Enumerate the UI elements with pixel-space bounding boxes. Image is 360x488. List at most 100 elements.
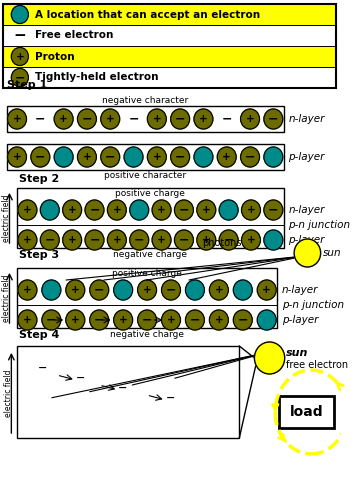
Text: electric field: electric field (2, 274, 11, 322)
Text: electric field: electric field (2, 194, 11, 242)
Text: p-n junction: p-n junction (282, 300, 344, 310)
Circle shape (77, 109, 96, 129)
Text: +: + (119, 315, 127, 325)
Circle shape (107, 200, 126, 220)
Text: +: + (247, 235, 255, 245)
Circle shape (85, 230, 104, 250)
Circle shape (114, 280, 132, 300)
Circle shape (257, 310, 276, 330)
Circle shape (210, 310, 228, 330)
Circle shape (18, 310, 37, 330)
Text: negative charge: negative charge (110, 330, 184, 339)
Text: A location that can accept an electron: A location that can accept an electron (35, 9, 260, 20)
Text: −: − (224, 233, 234, 246)
Text: −: − (45, 233, 55, 246)
Text: Step 3: Step 3 (19, 250, 59, 260)
Circle shape (197, 230, 216, 250)
Text: +: + (157, 235, 166, 245)
Circle shape (264, 230, 283, 250)
Text: +: + (157, 205, 166, 215)
Circle shape (185, 310, 204, 330)
Text: −: − (179, 203, 189, 217)
Circle shape (107, 230, 126, 250)
Text: −: − (175, 150, 185, 163)
Circle shape (63, 230, 82, 250)
Text: Tightly-held electron: Tightly-held electron (35, 73, 158, 82)
Bar (6, 106, 284, 132)
Text: −: − (89, 233, 100, 246)
Circle shape (54, 147, 73, 167)
Circle shape (138, 280, 157, 300)
Text: Step 2: Step 2 (19, 174, 59, 184)
Text: +: + (71, 315, 80, 325)
Text: n-layer: n-layer (288, 114, 325, 124)
Text: +: + (167, 315, 175, 325)
Circle shape (194, 147, 213, 167)
Text: +: + (153, 114, 161, 124)
Circle shape (240, 109, 260, 129)
Text: −: − (94, 284, 104, 297)
Circle shape (219, 230, 238, 250)
Circle shape (63, 200, 82, 220)
Text: Free electron: Free electron (35, 30, 113, 41)
Circle shape (12, 68, 28, 86)
Circle shape (147, 147, 166, 167)
Text: negative character: negative character (102, 96, 188, 105)
Circle shape (294, 239, 321, 267)
Text: +: + (15, 52, 24, 61)
Circle shape (77, 147, 96, 167)
Circle shape (12, 47, 28, 65)
Text: +: + (246, 114, 255, 124)
Circle shape (219, 200, 238, 220)
Text: −: − (35, 113, 46, 125)
Text: +: + (112, 205, 121, 215)
Text: +: + (202, 235, 211, 245)
Text: p-layer: p-layer (288, 152, 325, 162)
Circle shape (233, 280, 252, 300)
Circle shape (114, 310, 132, 330)
Text: +: + (13, 152, 21, 162)
Bar (3, 46, 336, 67)
Circle shape (152, 200, 171, 220)
Text: +: + (71, 285, 80, 295)
Text: −: − (94, 313, 104, 326)
Text: negative charge: negative charge (113, 250, 188, 259)
Text: +: + (68, 235, 77, 245)
Circle shape (171, 109, 190, 129)
Text: −: − (245, 150, 255, 163)
Text: −: − (46, 313, 57, 326)
Text: −: − (15, 71, 25, 84)
Text: +: + (13, 114, 21, 124)
Bar (3, 4, 336, 25)
Bar (17, 346, 239, 438)
Circle shape (171, 147, 190, 167)
Text: positive charge: positive charge (116, 189, 185, 198)
Text: Step 4: Step 4 (19, 330, 59, 340)
Text: +: + (59, 114, 68, 124)
Text: +: + (112, 235, 121, 245)
Text: +: + (82, 152, 91, 162)
Text: +: + (215, 315, 223, 325)
Circle shape (152, 230, 171, 250)
Text: p-layer: p-layer (282, 315, 318, 325)
Circle shape (8, 109, 27, 129)
Text: −: − (13, 28, 26, 43)
Text: +: + (215, 285, 223, 295)
Circle shape (18, 200, 37, 220)
Text: p-n junction: p-n junction (288, 220, 351, 230)
Text: −: − (128, 113, 139, 125)
Text: p-layer: p-layer (288, 235, 325, 245)
Circle shape (40, 230, 59, 250)
Text: load: load (290, 405, 323, 419)
Text: −: − (221, 113, 232, 125)
Circle shape (130, 230, 149, 250)
Circle shape (185, 280, 204, 300)
Circle shape (240, 147, 260, 167)
Text: −: − (82, 113, 92, 125)
Text: +: + (23, 205, 32, 215)
Text: −: − (134, 233, 144, 246)
Text: positive character: positive character (104, 171, 186, 180)
Circle shape (175, 230, 193, 250)
Circle shape (138, 310, 157, 330)
Circle shape (66, 310, 85, 330)
